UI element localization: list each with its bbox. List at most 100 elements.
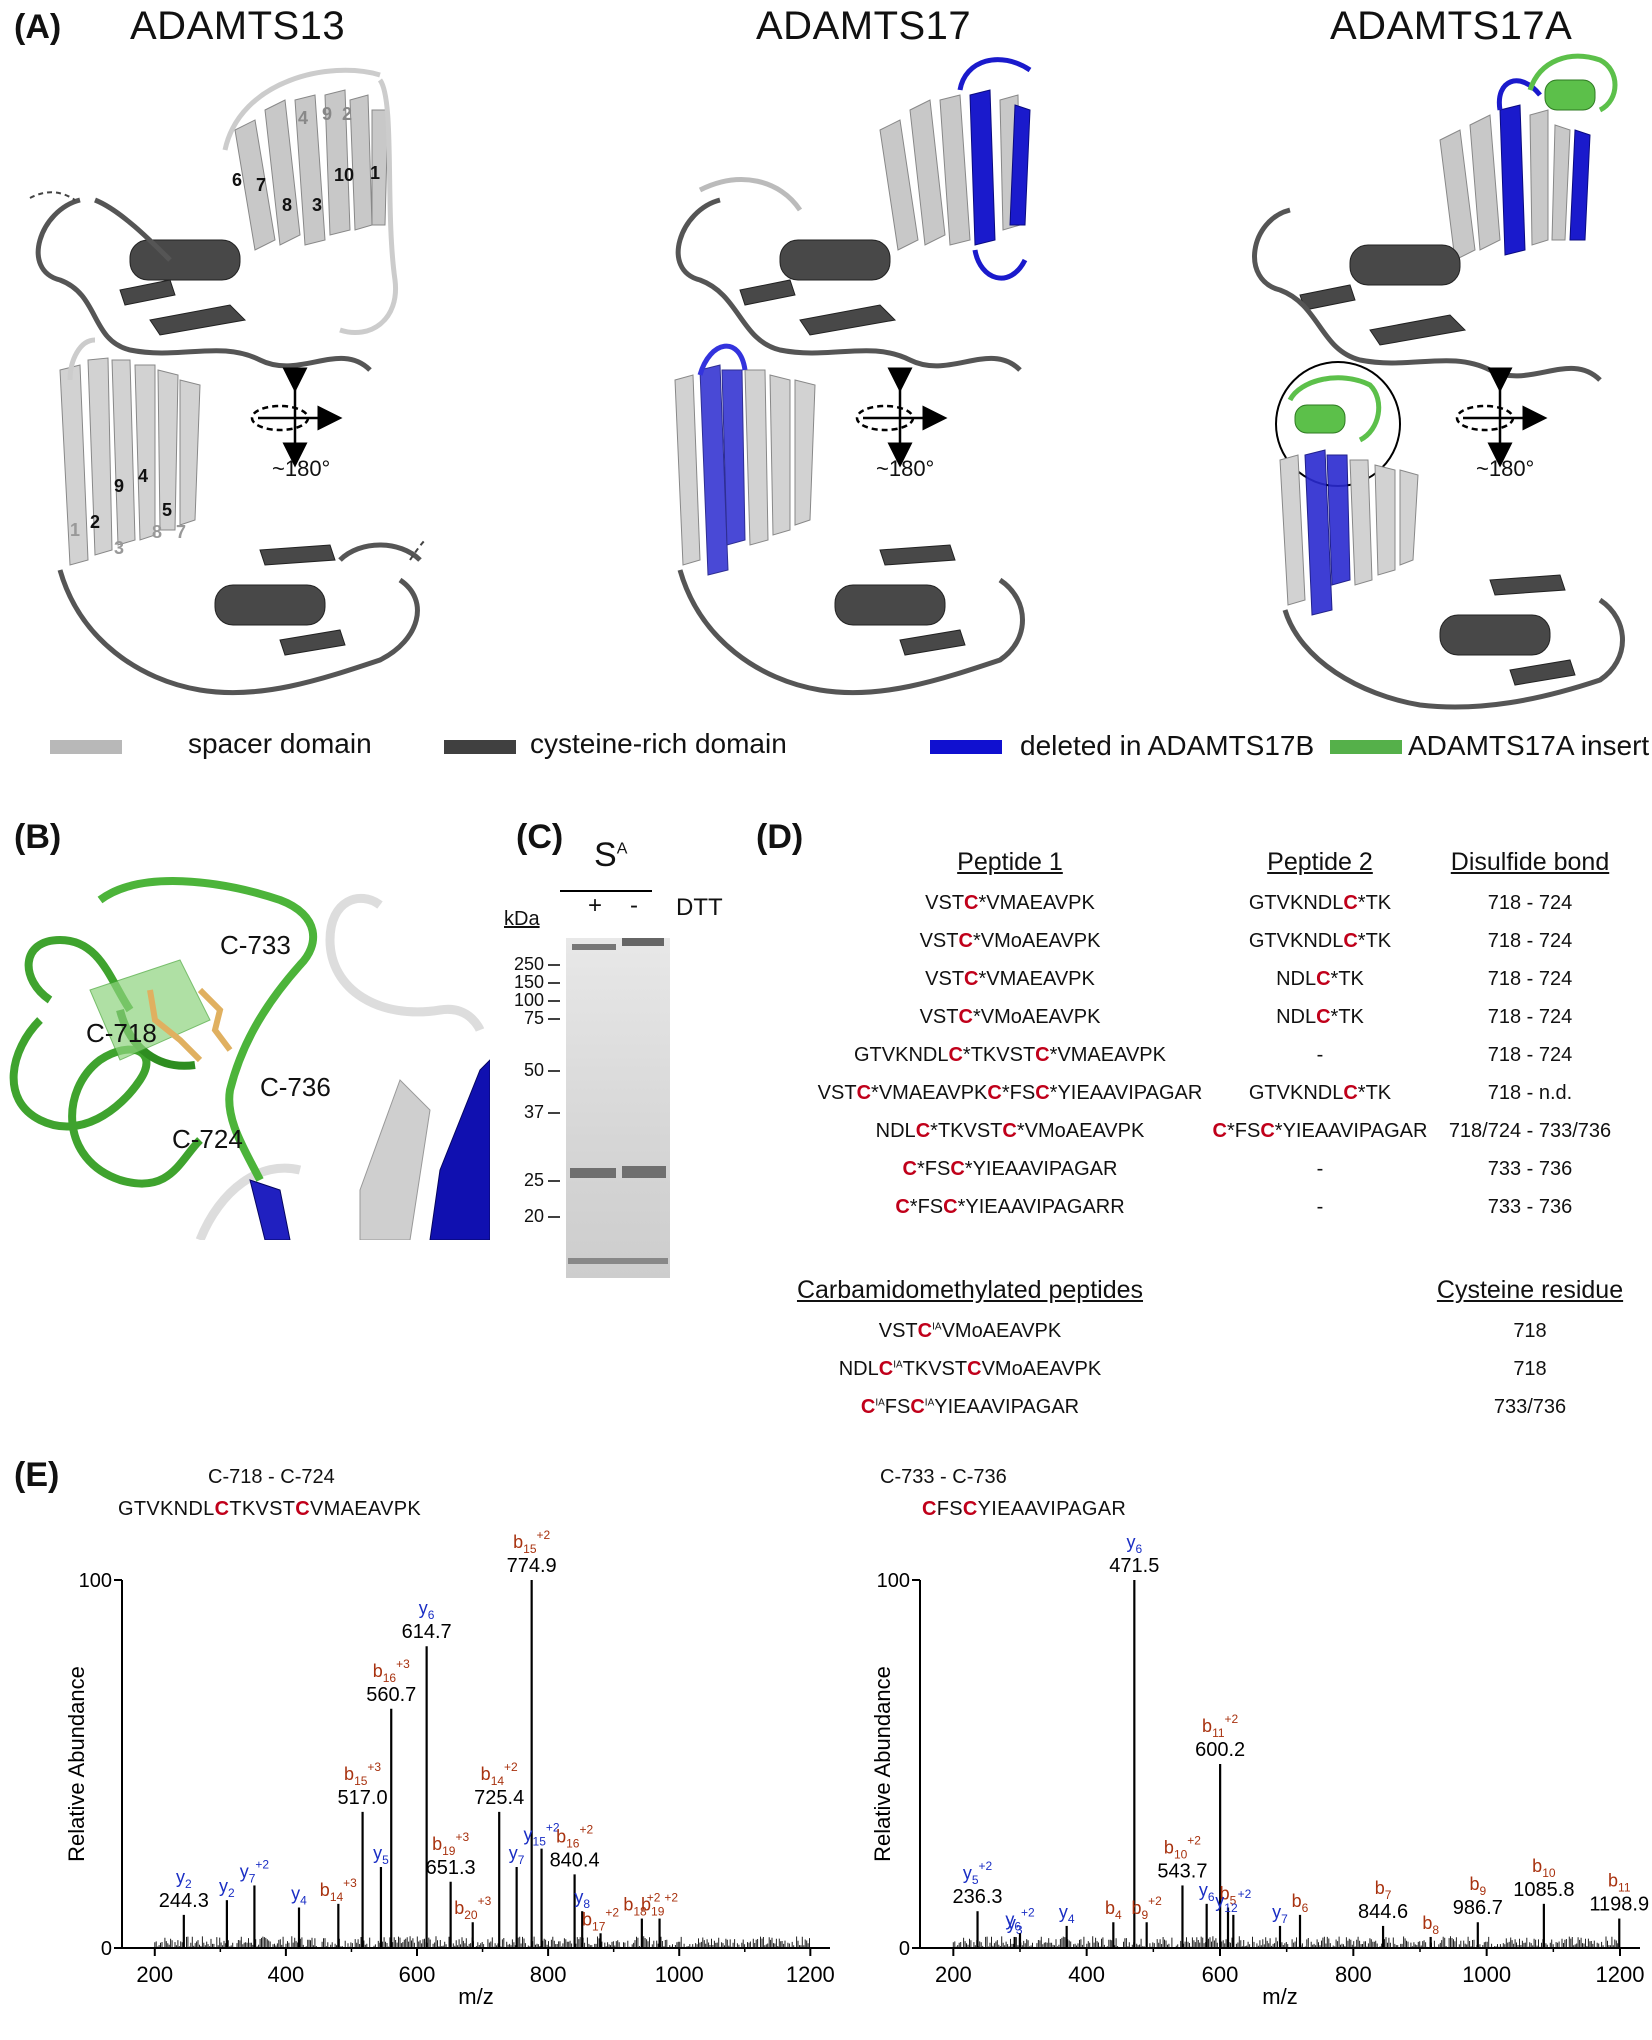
rotation-label-3: ~180° bbox=[1476, 456, 1535, 481]
peak-value-label: 725.4 bbox=[474, 1787, 524, 1809]
rotation-label-1: ~180° bbox=[272, 456, 331, 481]
peak-value-label: 1198.9 bbox=[1589, 1894, 1649, 1916]
spectrum-left: 200 400 600 800 1000 1200 0 100 m/z Relative Abun… bbox=[64, 1528, 835, 2009]
strand-number: 10 bbox=[334, 165, 355, 185]
strand-number: 8 bbox=[152, 522, 163, 542]
strand-number: 1 bbox=[70, 520, 81, 540]
ion-label: b10 bbox=[1532, 1856, 1556, 1880]
marker-ticks bbox=[548, 964, 560, 1218]
cys-label-733: C-733 bbox=[220, 930, 291, 960]
ion-label: b16+2 bbox=[556, 1822, 593, 1850]
peptide-2-cell: - bbox=[1316, 1158, 1324, 1180]
title-adamts17a: ADAMTS17A bbox=[1330, 4, 1573, 48]
ion-label: y6 bbox=[1126, 1532, 1142, 1556]
baseline-noise bbox=[952, 1936, 1620, 1948]
disulfide-bond-cell: 718/724 - 733/736 bbox=[1448, 1120, 1612, 1142]
x-axis-label: m/z bbox=[1262, 1984, 1297, 2009]
peptide-2-cell: GTVKNDLC*TK bbox=[1248, 1082, 1392, 1104]
ion-label: b4 bbox=[1105, 1898, 1122, 1922]
ion-label: b15+2 bbox=[513, 1528, 550, 1556]
legend-label-cysteine-rich: cysteine-rich domain bbox=[530, 728, 787, 759]
adamts17a-top-structure bbox=[1252, 53, 1618, 382]
disulfide-bond-cell: 718 - 724 bbox=[1487, 1044, 1573, 1066]
peptide-2-cell: GTVKNDLC*TK bbox=[1248, 892, 1392, 914]
gel-sample-label: SA bbox=[594, 836, 628, 874]
strand-number: 8 bbox=[282, 195, 293, 215]
cys-label-736: C-736 bbox=[260, 1072, 331, 1102]
ion-label: y2 bbox=[176, 1867, 192, 1891]
strand-number: 3 bbox=[312, 195, 323, 215]
right-peptide: CFSCYIEAAVIPAGAR bbox=[922, 1498, 1127, 1520]
disulfide-bond-cell: 718 - 724 bbox=[1487, 892, 1573, 914]
strand-number: 5 bbox=[162, 500, 173, 520]
carbamidomethyl-peptide-cell: VSTCIAVMoAEAVPK bbox=[878, 1320, 1062, 1342]
ion-label: b10+2 bbox=[1164, 1833, 1201, 1861]
peptide-1-cell: NDLC*TKVSTC*VMoAEAVPK bbox=[875, 1120, 1145, 1142]
header-carbamidomethylated: Carbamidomethylated peptides bbox=[796, 1276, 1144, 1304]
peak-value-label: 236.3 bbox=[953, 1886, 1003, 1908]
peak-value-label: 543.7 bbox=[1157, 1860, 1207, 1882]
marker-100: 100 bbox=[513, 990, 544, 1010]
strand-number: 7 bbox=[176, 522, 187, 542]
ion-label: y5+2 bbox=[963, 1859, 993, 1887]
peak-value-label: 840.4 bbox=[550, 1849, 600, 1871]
x-tick-label: 800 bbox=[1335, 1962, 1372, 1987]
legend-label-spacer: spacer domain bbox=[188, 728, 372, 759]
peptide-1-cell: VSTC*VMAEAVPK bbox=[925, 892, 1095, 914]
ion-label: b17+2 bbox=[582, 1905, 619, 1933]
x-tick-label: 1200 bbox=[1596, 1962, 1645, 1987]
gel-image bbox=[566, 938, 670, 1278]
cysteine-residue-cell: 733/736 bbox=[1493, 1396, 1567, 1418]
ion-label: y6 bbox=[1199, 1880, 1215, 1904]
peak-value-label: 844.6 bbox=[1358, 1901, 1408, 1923]
ion-label: b14+2 bbox=[481, 1760, 518, 1788]
disulfide-bond-cell: 733 - 736 bbox=[1487, 1196, 1573, 1218]
strand-number: 9 bbox=[114, 476, 125, 496]
cys-label-724: C-724 bbox=[172, 1124, 243, 1154]
right-bond-label: C-733 - C-736 bbox=[880, 1466, 1007, 1488]
header-peptide-1: Peptide 1 bbox=[957, 848, 1063, 876]
ion-label: b19+3 bbox=[432, 1830, 469, 1858]
adamts17a-bottom-structure bbox=[1275, 361, 1625, 710]
ion-label: b20+3 bbox=[454, 1894, 491, 1922]
panel-e-label: (E) bbox=[14, 1456, 60, 1494]
ion-label: b14+3 bbox=[320, 1876, 357, 1904]
peak-value-label: 651.3 bbox=[426, 1857, 476, 1879]
panel-b-structure bbox=[9, 877, 490, 1240]
carbamidomethyl-peptide-cell: CIAFSCIAYIEAAVIPAGAR bbox=[860, 1396, 1080, 1418]
legend-swatch-deleted bbox=[930, 740, 1002, 754]
strand-number: 3 bbox=[114, 538, 125, 558]
disulfide-bond-cell: 718 - n.d. bbox=[1487, 1082, 1573, 1104]
ion-label: y7+2 bbox=[240, 1857, 270, 1885]
peptide-2-cell: NDLC*TK bbox=[1276, 968, 1364, 990]
lane-plus: + bbox=[588, 892, 603, 919]
legend-label-deleted: deleted in ADAMTS17B bbox=[1020, 730, 1315, 761]
ion-label: y6 bbox=[419, 1598, 435, 1622]
x-tick-label: 600 bbox=[1202, 1962, 1239, 1987]
marker-20: 20 bbox=[523, 1206, 544, 1226]
peak-value-label: 560.7 bbox=[366, 1684, 416, 1706]
x-tick-label: 200 bbox=[136, 1962, 173, 1987]
ion-label: y7 bbox=[509, 1843, 525, 1867]
peptide-2-cell: - bbox=[1316, 1196, 1324, 1218]
header-disulfide: Disulfide bond bbox=[1450, 848, 1610, 876]
peptide-2-cell: C*FSC*YIEAAVIPAGAR bbox=[1212, 1120, 1428, 1142]
y-axis-label: Relative Abundance bbox=[64, 1666, 89, 1862]
gel-sample-bar bbox=[560, 890, 652, 892]
cysteine-residue-cell: 718 bbox=[1513, 1358, 1547, 1380]
cys-label-718: C-718 bbox=[86, 1018, 157, 1048]
ion-label: b15+3 bbox=[344, 1760, 381, 1788]
y-tick-label: 100 bbox=[79, 1570, 112, 1592]
peak-value-label: 244.3 bbox=[159, 1890, 209, 1912]
title-adamts13: ADAMTS13 bbox=[130, 4, 346, 48]
panel-b-label: (B) bbox=[14, 818, 62, 856]
strand-number: 2 bbox=[90, 512, 101, 532]
adamts13-top-structure bbox=[29, 67, 399, 372]
adamts13-bottom-structure bbox=[57, 337, 426, 696]
marker-50: 50 bbox=[523, 1060, 544, 1080]
x-tick-label: 1000 bbox=[655, 1962, 704, 1987]
rotation-arrow-2 bbox=[855, 367, 948, 468]
ion-label: b6 bbox=[1292, 1891, 1309, 1915]
disulfide-bond-cell: 718 - 724 bbox=[1487, 968, 1573, 990]
ion-label: y7 bbox=[1272, 1902, 1288, 1926]
